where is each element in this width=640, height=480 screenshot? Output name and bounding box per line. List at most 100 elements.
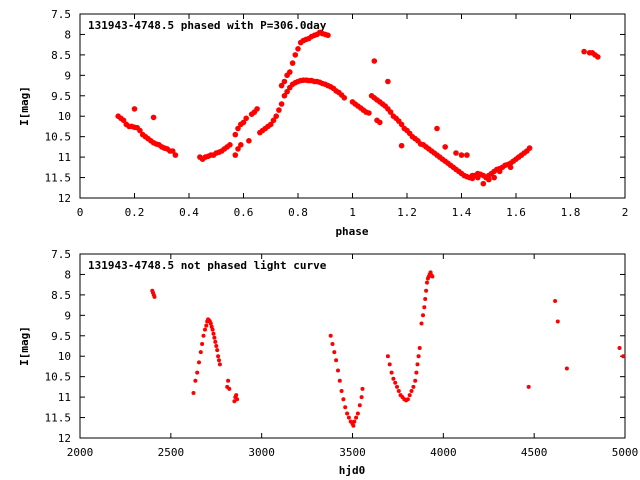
data-point xyxy=(217,362,222,367)
y-tick-label: 11.5 xyxy=(45,172,72,185)
x-tick-label: 0.2 xyxy=(125,206,145,219)
x-axis-label: hjd0 xyxy=(339,464,366,477)
data-point xyxy=(581,48,587,55)
y-tick-label: 7.5 xyxy=(51,248,71,261)
y-tick-label: 8.5 xyxy=(51,289,71,302)
data-point xyxy=(393,380,398,385)
data-point xyxy=(395,384,399,389)
y-tick-label: 9 xyxy=(64,309,71,322)
data-point xyxy=(595,54,601,60)
data-point xyxy=(211,331,216,336)
data-point xyxy=(217,358,221,363)
data-point xyxy=(407,393,412,398)
data-point xyxy=(425,280,429,285)
data-point xyxy=(424,288,429,293)
data-point xyxy=(235,146,241,152)
data-point xyxy=(336,368,340,373)
data-point xyxy=(564,366,569,371)
x-tick-label: 2000 xyxy=(67,446,94,459)
data-point xyxy=(240,119,247,126)
x-tick-label: 3500 xyxy=(339,446,366,459)
data-point xyxy=(339,389,344,393)
data-points xyxy=(150,270,626,428)
data-point xyxy=(413,378,418,383)
data-point xyxy=(398,121,405,128)
y-tick-label: 9 xyxy=(64,69,71,82)
x-tick-label: 0.6 xyxy=(234,206,254,219)
x-tick-label: 2500 xyxy=(158,446,185,459)
data-point xyxy=(359,395,364,400)
data-point xyxy=(526,145,533,151)
data-point xyxy=(346,415,351,420)
data-point xyxy=(442,144,449,150)
data-point xyxy=(387,109,394,115)
chart-title: 131943-4748.5 not phased light curve xyxy=(88,259,327,272)
data-point xyxy=(246,138,252,144)
data-point xyxy=(227,142,233,148)
data-point xyxy=(243,115,249,122)
data-point xyxy=(332,350,337,355)
data-point xyxy=(357,403,362,408)
y-axis-label: I[mag] xyxy=(18,326,31,366)
phased-light-curve-panel: 131943-4748.5 phased with P=306.0day pha… xyxy=(18,8,628,238)
data-point xyxy=(295,46,301,52)
y-tick-label: 10 xyxy=(58,110,71,123)
data-point xyxy=(416,354,421,359)
data-point xyxy=(469,172,476,179)
data-point xyxy=(352,419,357,424)
data-point xyxy=(411,384,416,389)
data-point xyxy=(284,88,290,95)
y-tick-label: 11 xyxy=(58,151,71,164)
data-point xyxy=(152,294,157,299)
data-point xyxy=(232,152,239,158)
data-point xyxy=(423,297,428,301)
x-tick-label: 1.6 xyxy=(506,206,526,219)
data-point xyxy=(366,110,372,116)
data-point xyxy=(234,393,239,398)
y-tick-label: 12 xyxy=(58,192,71,205)
y-tick-label: 9.5 xyxy=(51,90,71,103)
data-point xyxy=(208,321,213,326)
data-point xyxy=(172,152,179,158)
data-point xyxy=(405,397,410,402)
data-point xyxy=(235,125,241,132)
x-axis-label: phase xyxy=(335,225,368,238)
unphased-light-curve-panel: 131943-4748.5 not phased light curve hjd… xyxy=(18,248,638,477)
data-point xyxy=(354,415,359,420)
data-point xyxy=(419,321,424,326)
data-point xyxy=(334,358,339,363)
data-points xyxy=(115,29,601,187)
data-point xyxy=(215,348,220,353)
data-point xyxy=(343,405,348,410)
plot-frame xyxy=(79,13,626,199)
data-point xyxy=(371,58,378,64)
y-tick-label: 9.5 xyxy=(51,330,71,343)
data-point xyxy=(621,354,626,359)
data-point xyxy=(238,142,244,148)
data-point xyxy=(385,78,391,85)
data-point xyxy=(389,370,394,375)
data-point xyxy=(191,391,196,395)
data-point xyxy=(355,411,360,416)
data-point xyxy=(270,117,277,124)
data-point xyxy=(398,142,405,149)
data-point xyxy=(421,313,425,318)
x-tick-label: 1.4 xyxy=(452,206,472,219)
data-point xyxy=(486,176,492,183)
data-point xyxy=(232,131,239,138)
data-point xyxy=(212,335,217,340)
data-point xyxy=(281,93,288,99)
data-point xyxy=(193,378,198,383)
y-tick-label: 8 xyxy=(64,268,71,281)
x-tick-label: 2 xyxy=(622,206,629,219)
data-point xyxy=(254,106,260,112)
data-point xyxy=(415,362,420,367)
data-point xyxy=(385,354,390,359)
data-point xyxy=(414,370,419,375)
data-point xyxy=(213,339,218,344)
x-tick-label: 5000 xyxy=(612,446,639,459)
data-point xyxy=(391,376,396,381)
data-point xyxy=(496,168,503,175)
x-tick-label: 0.8 xyxy=(288,206,308,219)
